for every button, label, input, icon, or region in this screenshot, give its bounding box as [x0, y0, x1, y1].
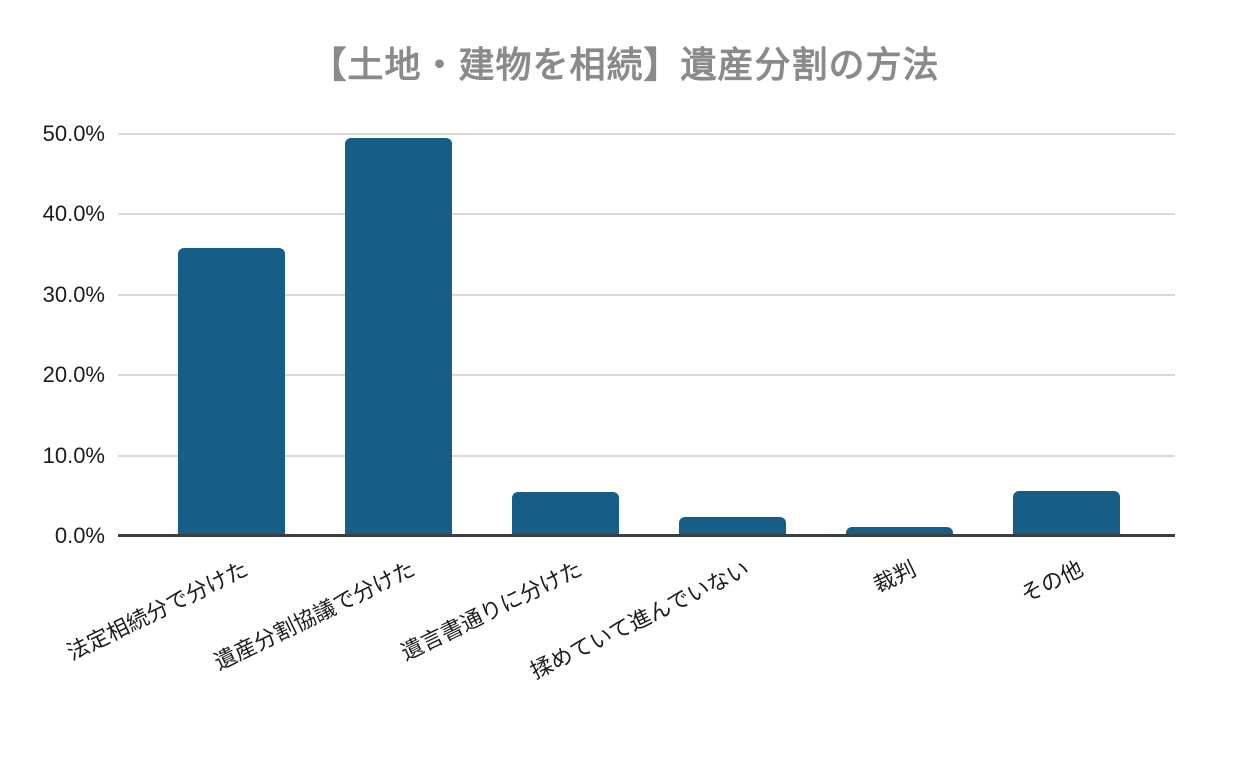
x-category-label: その他 [1016, 556, 1087, 608]
bar [845, 527, 953, 536]
gridline [118, 133, 1175, 135]
y-tick-label: 50.0% [42, 121, 105, 146]
bar [1012, 490, 1120, 536]
plot-area: 0.0% 10.0% 20.0% 30.0% 40.0% 50.0% 法定相続分で分けた 遺産… [43, 121, 1175, 684]
y-tick-label: 0.0% [54, 523, 105, 548]
y-tick-label: 30.0% [42, 281, 105, 307]
bar [678, 516, 786, 536]
gridline [118, 454, 1175, 457]
bar [344, 138, 452, 536]
gridline [118, 293, 1175, 296]
chart-title: 【土地・建物を相続】遺産分割の方法 [310, 44, 940, 85]
bar [177, 248, 285, 536]
y-tick-label: 20.0% [42, 362, 105, 388]
x-axis-line [118, 534, 1175, 537]
gridline [118, 213, 1175, 216]
gridline [118, 374, 1175, 377]
y-tick-label: 40.0% [42, 201, 105, 227]
y-tick-label: 10.0% [42, 442, 105, 468]
x-category-label: 裁判 [869, 556, 920, 598]
bar [511, 491, 619, 536]
